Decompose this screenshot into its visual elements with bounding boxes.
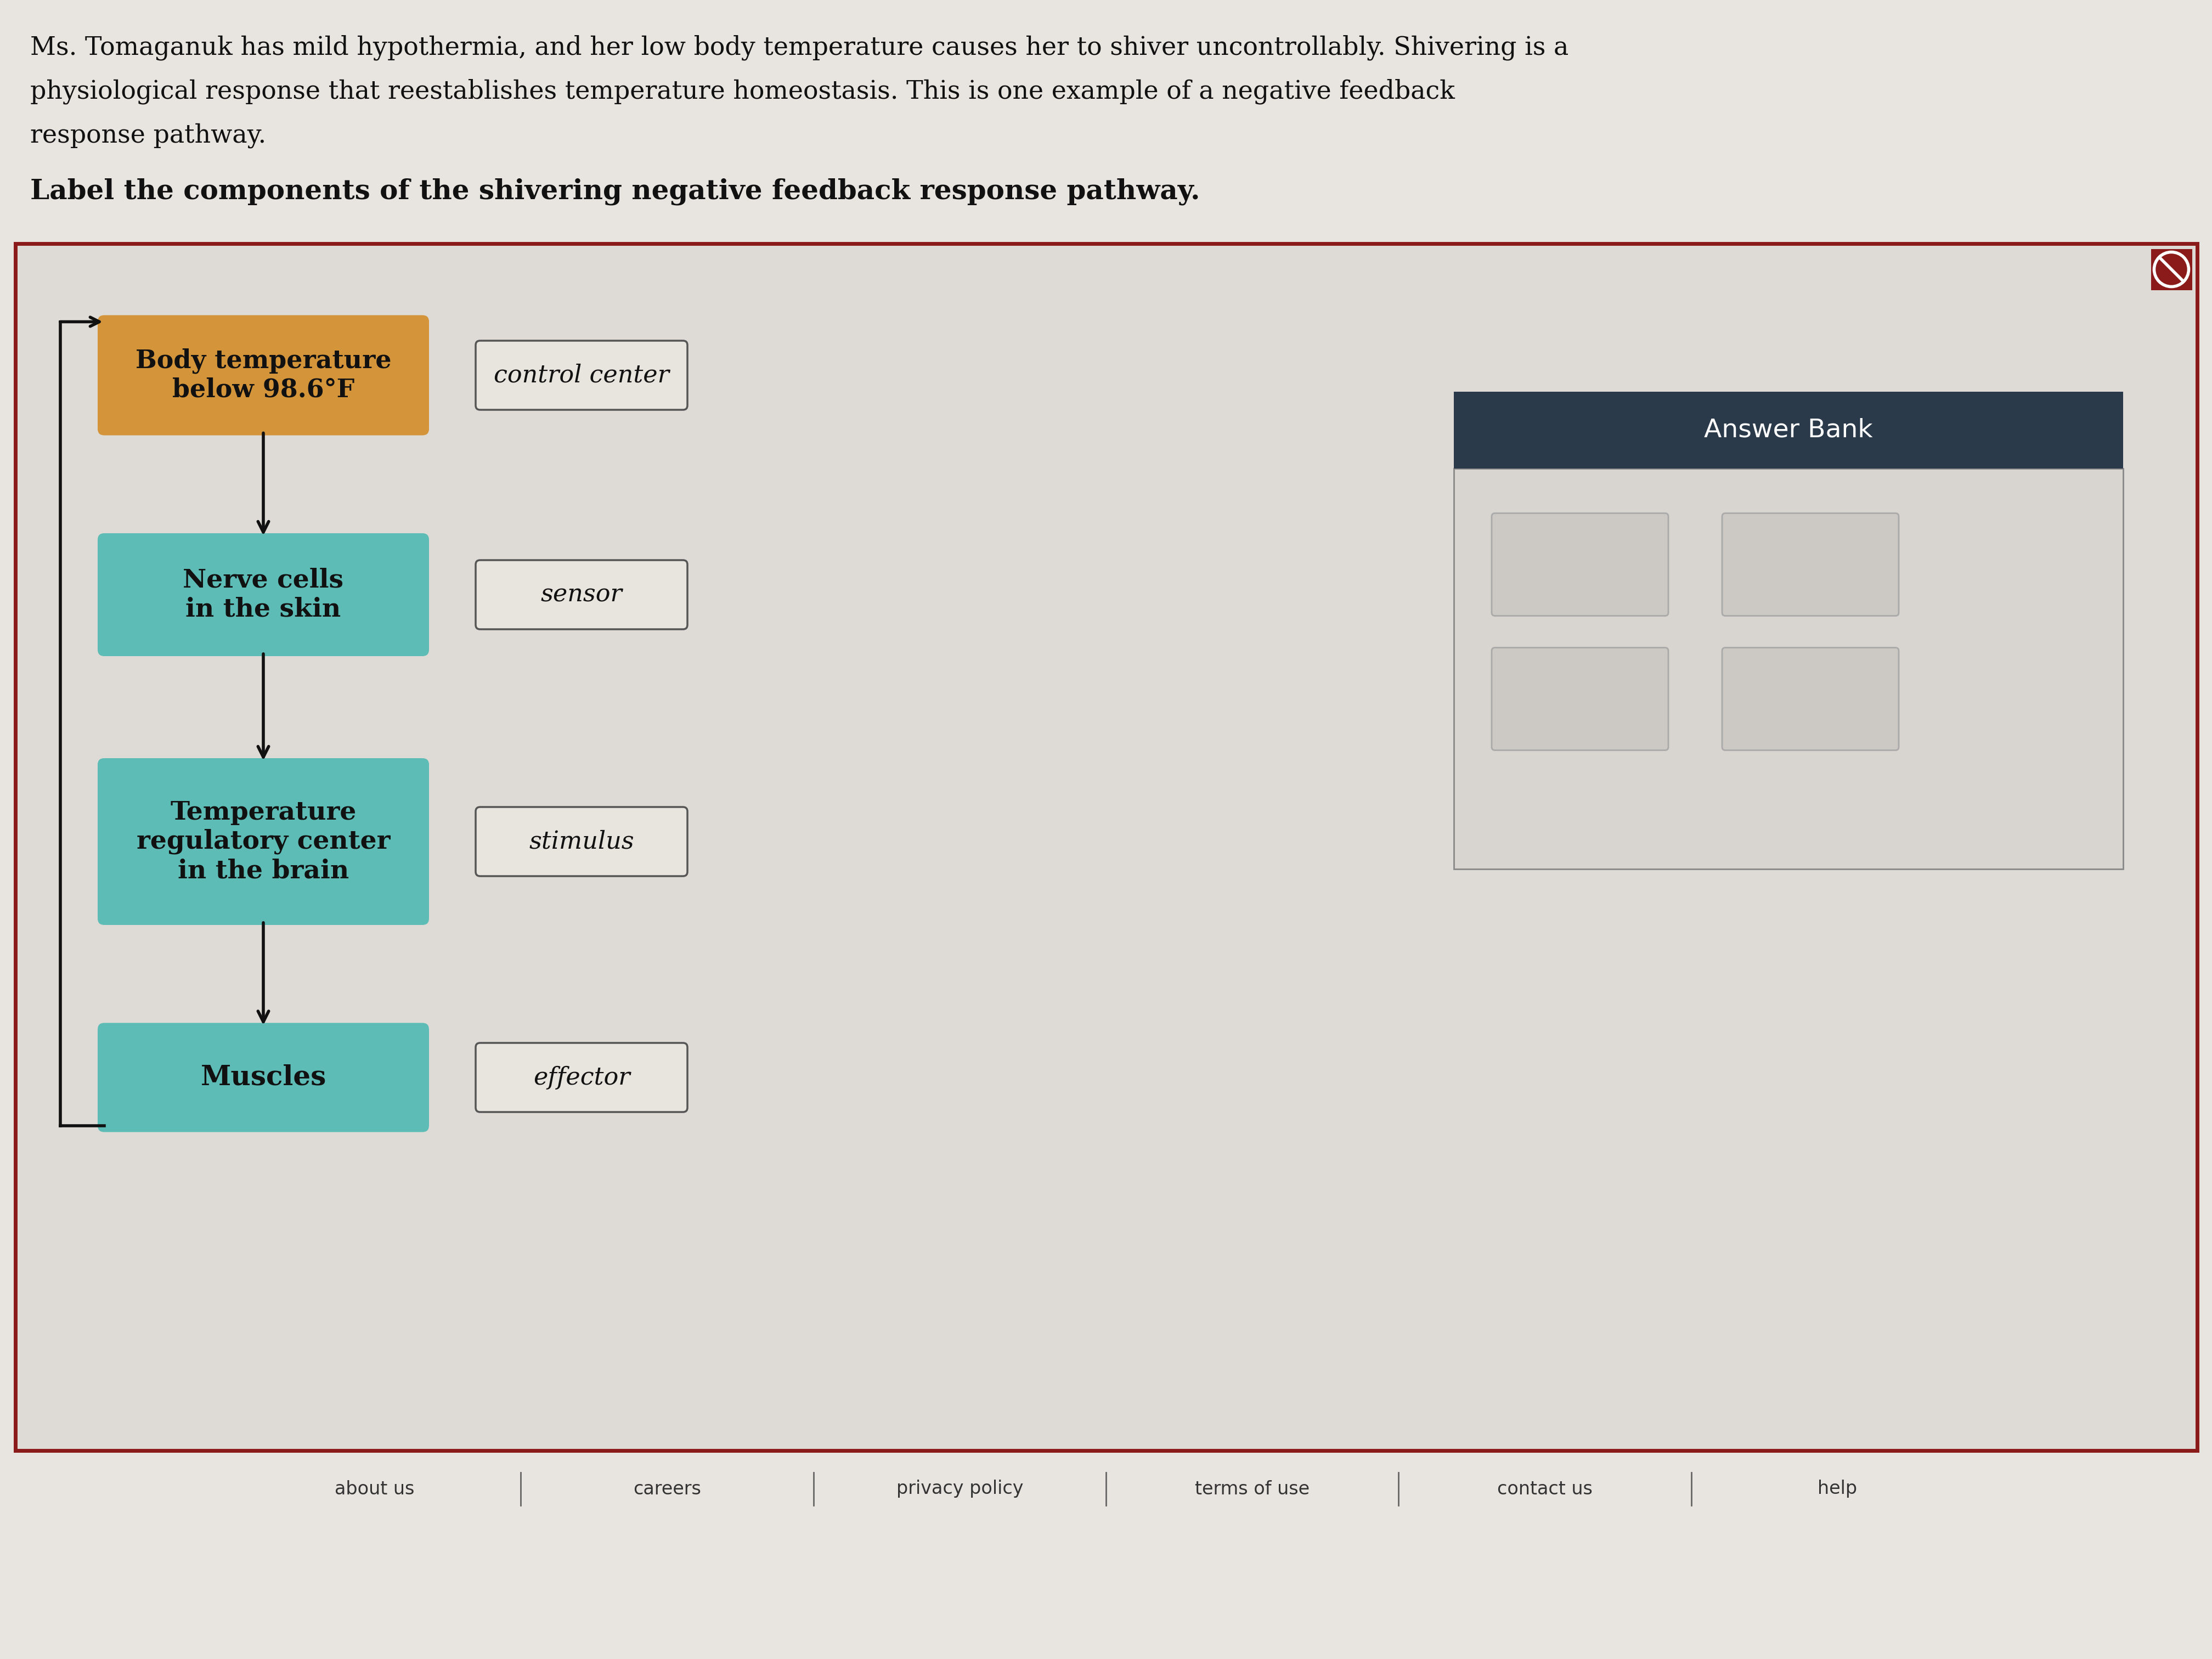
Text: privacy policy: privacy policy <box>896 1480 1024 1498</box>
FancyBboxPatch shape <box>1453 392 2124 468</box>
Text: Muscles: Muscles <box>201 1063 325 1092</box>
FancyBboxPatch shape <box>2150 249 2192 290</box>
FancyBboxPatch shape <box>476 806 688 876</box>
Text: help: help <box>1818 1480 1858 1498</box>
FancyBboxPatch shape <box>1491 513 1668 615</box>
Text: Label the components of the shivering negative feedback response pathway.: Label the components of the shivering ne… <box>31 178 1201 206</box>
Text: physiological response that reestablishes temperature homeostasis. This is one e: physiological response that reestablishe… <box>31 80 1455 105</box>
FancyBboxPatch shape <box>97 758 429 926</box>
Text: response pathway.: response pathway. <box>31 123 265 148</box>
FancyBboxPatch shape <box>1723 513 1898 615</box>
Text: Nerve cells
in the skin: Nerve cells in the skin <box>184 567 343 622</box>
Text: contact us: contact us <box>1498 1480 1593 1498</box>
Text: stimulus: stimulus <box>529 830 635 853</box>
FancyBboxPatch shape <box>97 533 429 657</box>
FancyBboxPatch shape <box>476 561 688 629</box>
FancyBboxPatch shape <box>476 1044 688 1112</box>
Text: Temperature
regulatory center
in the brain: Temperature regulatory center in the bra… <box>137 800 389 884</box>
Text: control center: control center <box>493 363 670 387</box>
FancyBboxPatch shape <box>97 315 429 435</box>
Text: Answer Bank: Answer Bank <box>1703 418 1874 443</box>
Text: about us: about us <box>334 1480 414 1498</box>
Text: careers: careers <box>633 1480 701 1498</box>
Text: effector: effector <box>533 1065 630 1090</box>
FancyBboxPatch shape <box>1491 647 1668 750</box>
Text: Ms. Tomaganuk has mild hypothermia, and her low body temperature causes her to s: Ms. Tomaganuk has mild hypothermia, and … <box>31 35 1568 61</box>
FancyBboxPatch shape <box>1453 468 2124 869</box>
Text: terms of use: terms of use <box>1194 1480 1310 1498</box>
Text: sensor: sensor <box>540 582 622 607</box>
FancyBboxPatch shape <box>15 244 2197 1450</box>
FancyBboxPatch shape <box>476 340 688 410</box>
Text: Body temperature
below 98.6°F: Body temperature below 98.6°F <box>135 348 392 403</box>
FancyBboxPatch shape <box>97 1024 429 1131</box>
FancyBboxPatch shape <box>1723 647 1898 750</box>
